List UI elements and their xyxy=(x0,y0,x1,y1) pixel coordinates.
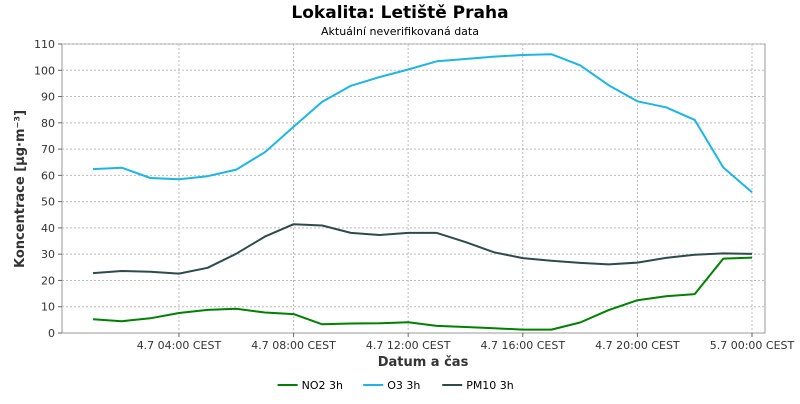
series-line-no2-3h xyxy=(92,256,753,331)
legend: NO2 3h O3 3h PM10 3h xyxy=(277,379,514,392)
x-tick-label: 4.7 04:00 CEST xyxy=(137,339,222,352)
grid-lines xyxy=(62,43,765,333)
legend-label: NO2 3h xyxy=(302,379,343,392)
y-tick-label: 60 xyxy=(41,169,55,182)
y-tick-label: 70 xyxy=(41,143,55,156)
x-tick-label: 4.7 16:00 CEST xyxy=(481,339,566,352)
y-tick-label: 90 xyxy=(41,91,55,104)
y-tick-label: 20 xyxy=(41,274,55,287)
y-axis-title: Koncentrace [µg·m⁻³] xyxy=(13,110,28,268)
y-tick-label: 50 xyxy=(41,196,55,209)
chart-title: Lokalita: Letiště Praha xyxy=(291,3,508,23)
series-line-pm10-3h xyxy=(92,223,753,275)
x-tick-label: 4.7 08:00 CEST xyxy=(251,339,336,352)
series-line-o3-3h xyxy=(92,53,753,193)
legend-label: O3 3h xyxy=(387,379,420,392)
legend-label: PM10 3h xyxy=(466,379,514,392)
x-tick-label: 4.7 12:00 CEST xyxy=(366,339,451,352)
y-tick-label: 110 xyxy=(34,38,55,51)
series-lines xyxy=(92,53,753,331)
y-tick-label: 100 xyxy=(34,64,55,77)
x-axis-title: Datum a čas xyxy=(378,355,469,370)
chart-subtitle: Aktuální neverifikovaná data xyxy=(321,25,479,38)
x-tick-label: 4.7 20:00 CEST xyxy=(595,339,680,352)
y-tick-label: 10 xyxy=(41,301,55,314)
y-tick-label: 0 xyxy=(48,327,55,340)
axes: 0 10 20 30 40 50 60 70 80 90 100 110 4.7 04:00 CEST 4… xyxy=(34,38,795,352)
y-tick-label: 40 xyxy=(41,222,55,235)
plot-area xyxy=(61,43,766,334)
y-tick-label: 30 xyxy=(41,248,55,261)
y-tick-label: 80 xyxy=(41,117,55,130)
x-tick-label: 5.7 00:00 CEST xyxy=(710,339,795,352)
